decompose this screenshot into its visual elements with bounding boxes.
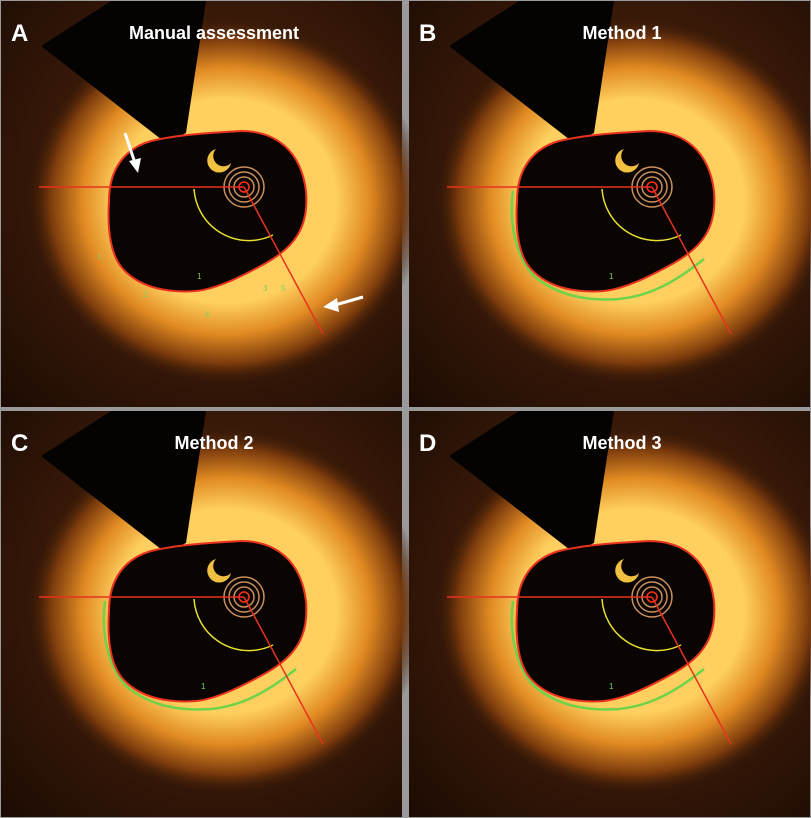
panel: 1 B Method 1	[409, 1, 811, 407]
marker-label: 1	[197, 272, 202, 281]
marker-label: 1	[609, 272, 614, 281]
panel-letter: A	[11, 20, 28, 47]
panel: 1 2 1 4 3 5 A Manual assessment	[1, 1, 426, 407]
marker-label: 4	[205, 310, 210, 319]
marker-label: 3	[263, 284, 268, 293]
panel-title: Method 3	[583, 433, 662, 453]
panel-letter: C	[11, 430, 28, 457]
marker-label: 2	[143, 290, 148, 299]
figure: 1 2 1 4 3 5 A Manual assessment 1 B Method 1 1 C Meth…	[0, 0, 811, 818]
marker-label: 1	[97, 252, 102, 261]
panel: 1 C Method 2	[1, 411, 426, 817]
panel-title: Method 1	[583, 23, 662, 43]
panel-letter: B	[419, 20, 436, 47]
marker-label: 1	[201, 682, 206, 691]
panel-title: Method 2	[175, 433, 254, 453]
panel: 1 D Method 3	[409, 411, 811, 817]
marker-label: 1	[609, 682, 614, 691]
panel-letter: D	[419, 430, 436, 457]
panel-title: Manual assessment	[129, 23, 299, 43]
marker-label: 5	[281, 284, 286, 293]
